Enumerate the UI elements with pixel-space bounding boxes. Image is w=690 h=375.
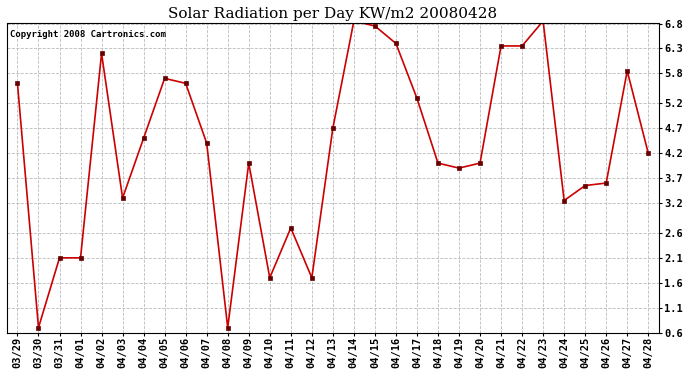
Text: Copyright 2008 Cartronics.com: Copyright 2008 Cartronics.com bbox=[10, 30, 166, 39]
Title: Solar Radiation per Day KW/m2 20080428: Solar Radiation per Day KW/m2 20080428 bbox=[168, 7, 497, 21]
